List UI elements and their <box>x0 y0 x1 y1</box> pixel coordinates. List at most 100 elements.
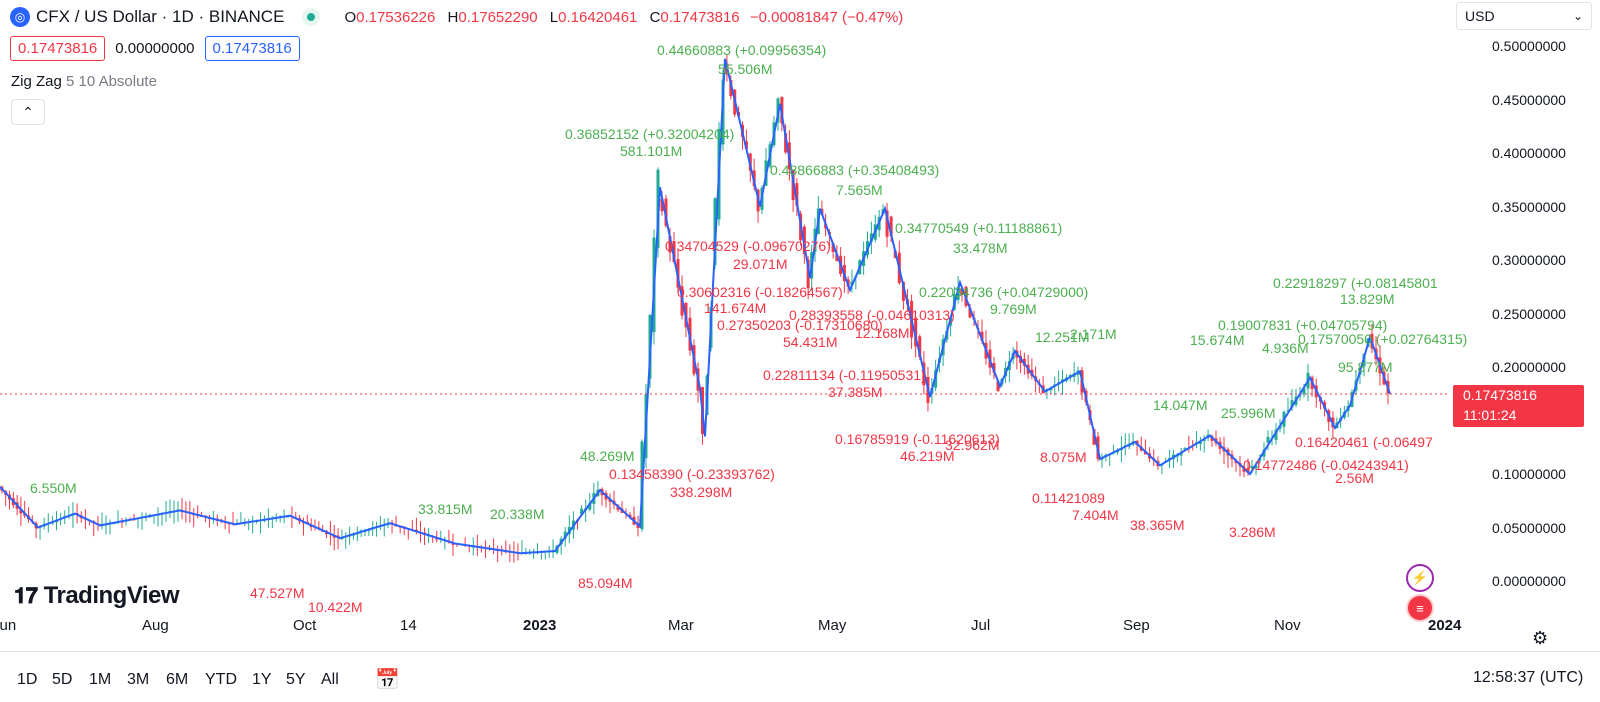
chevron-up-icon: ⌃ <box>22 103 34 120</box>
range-button-1d[interactable]: 1D <box>17 671 38 688</box>
zigzag-low-label: 7.404M <box>1072 507 1119 523</box>
zigzag-low-label: 29.071M <box>733 256 787 272</box>
zigzag-low-label: 85.094M <box>578 575 632 591</box>
candle-body <box>580 508 584 515</box>
zigzag-high-label: 0.22918297 (+0.08145801 <box>1273 275 1438 291</box>
zigzag-high-label: 6.550M <box>30 480 77 496</box>
candle-body <box>795 183 799 207</box>
candle-body <box>960 288 964 295</box>
price-axis-label: 0.40000000 <box>1492 145 1566 161</box>
price-chart[interactable]: 0.36852152 (+0.32004204)581.101M 0.446608… <box>0 0 1600 651</box>
zigzag-high-label: 0.34770549 (+0.11188861) <box>895 220 1062 236</box>
price-axis-label: 0.35000000 <box>1492 198 1566 215</box>
range-button-1m[interactable]: 1M <box>89 671 112 688</box>
market-status-icon[interactable] <box>302 8 321 26</box>
candle-body <box>914 317 918 347</box>
zigzag-high-label: 9.769M <box>990 301 1037 317</box>
zigzag-high-label: 2.171M <box>1070 326 1117 342</box>
price-boxes: 0.17473816 0.00000000 0.17473816 <box>10 36 300 61</box>
candle-body <box>806 259 810 289</box>
currency-select[interactable]: USD ⌄ <box>1456 2 1592 30</box>
zigzag-low-label: 46.219M <box>900 448 954 464</box>
zigzag-high-label: 581.101M <box>620 143 682 159</box>
zigzag-high-label: 4.936M <box>1262 340 1309 356</box>
zigzag-high-label: 55.506M <box>718 61 772 77</box>
zigzag-high-label: 0.36852152 (+0.32004204) <box>565 126 734 142</box>
zigzag-low-label: 0.14772486 (-0.04243941) <box>1243 457 1409 473</box>
time-axis-label: Jun <box>0 617 17 634</box>
candle-body <box>1274 429 1278 440</box>
zigzag-low-label: 0.11421089 <box>1032 490 1105 506</box>
price-axis-label: 0.00000000 <box>1492 573 1566 589</box>
chevron-down-icon: ⌄ <box>1572 9 1583 23</box>
change-value: −0.00081847 (−0.47%) <box>749 8 904 26</box>
price-axis-label: 0.25000000 <box>1492 305 1566 322</box>
candle-body <box>672 241 676 262</box>
zigzag-high-label: 20.338M <box>490 506 544 522</box>
low-value: 0.16420461 <box>558 8 638 26</box>
collapse-legend-button[interactable]: ⌃ <box>11 99 45 125</box>
zigzag-low-label: 2.56M <box>1335 470 1374 486</box>
candle-body <box>901 281 905 301</box>
time-axis-label: Aug <box>142 617 169 634</box>
candle-body <box>831 243 835 253</box>
tradingview-logo[interactable]: 𝟏𝟕 TradingView <box>14 582 180 609</box>
range-button-1y[interactable]: 1Y <box>252 671 272 688</box>
indicator-params: 5 10 Absolute <box>66 73 157 90</box>
zigzag-low-label: 37.385M <box>828 384 882 400</box>
zigzag-annotations: 0.36852152 (+0.32004204)581.101M 0.446608… <box>30 42 1467 615</box>
us-flag-icon[interactable]: ≡ <box>1406 594 1434 622</box>
zigzag-low-label: 0.28393558 (-0.04610313) <box>789 307 955 323</box>
price-axis-label: 0.10000000 <box>1492 466 1566 482</box>
cfx-logo-icon: ◎ <box>10 7 30 27</box>
zigzag-high-label: 0.22034736 (+0.04729000) <box>919 284 1088 300</box>
candle-body <box>588 503 592 510</box>
candle-body <box>729 79 733 97</box>
zigzag-high-label: 33.815M <box>418 501 472 517</box>
candle-body <box>996 381 1000 392</box>
candle-body <box>1242 467 1246 472</box>
zigzag-low-label: 338.298M <box>670 484 732 500</box>
lightning-icon[interactable]: ⚡ <box>1406 564 1434 592</box>
zigzag-low-label: 54.431M <box>783 334 837 350</box>
gear-icon[interactable]: ⚙ <box>1532 628 1549 648</box>
zigzag-low-label: 12.168M <box>855 325 909 341</box>
date-range-icon[interactable]: 📅 <box>375 669 400 691</box>
candle-body <box>563 531 567 539</box>
utc-clock[interactable]: 12:58:37 (UTC) <box>1473 669 1584 686</box>
spread-value: 0.00000000 <box>115 40 195 57</box>
candle-body <box>1183 448 1187 451</box>
candle-body <box>869 233 873 242</box>
candle-body <box>1254 465 1258 469</box>
indicator-legend[interactable]: Zig Zag 5 10 Absolute <box>11 73 157 90</box>
time-axis-label: 14 <box>400 617 417 634</box>
range-button-5d[interactable]: 5D <box>52 671 73 688</box>
chart-header: ◎ CFX / US Dollar · 1D · BINANCE O0.1753… <box>0 0 1450 34</box>
candle-body <box>332 535 336 538</box>
time-axis-label: Mar <box>668 617 694 634</box>
sell-price-button[interactable]: 0.17473816 <box>10 36 106 61</box>
zigzag-low-label: 8.075M <box>1040 449 1087 465</box>
candle-body <box>1298 395 1302 397</box>
symbol-title[interactable]: CFX / US Dollar · 1D · BINANCE <box>36 7 285 26</box>
candle-body <box>1266 436 1270 443</box>
candle-body <box>885 210 889 237</box>
range-button-6m[interactable]: 6M <box>166 671 189 688</box>
candle-body <box>664 198 668 226</box>
range-button-all[interactable]: All <box>321 671 339 688</box>
ohlc-readout: O0.17536226 H0.17652290 L0.16420461 C0.1… <box>344 8 904 26</box>
range-button-5y[interactable]: 5Y <box>286 671 306 688</box>
zigzag-low-label: 3.286M <box>1229 524 1276 540</box>
indicator-name: Zig Zag <box>11 73 62 90</box>
zigzag-low-label: 0.34704529 (-0.09670276) <box>665 238 831 254</box>
zigzag-low-label: 0.22811134 (-0.11950531) <box>763 367 926 383</box>
zigzag-low-label: 0.16420461 (-0.06497 <box>1295 434 1433 450</box>
range-button-ytd[interactable]: YTD <box>205 671 237 688</box>
candle-body <box>19 508 23 514</box>
zigzag-high-label: 48.269M <box>580 448 634 464</box>
range-button-3m[interactable]: 3M <box>127 671 150 688</box>
price-axis-label: 0.50000000 <box>1492 38 1566 54</box>
zigzag-high-label: 25.996M <box>1221 405 1275 421</box>
buy-price-button[interactable]: 0.17473816 <box>204 36 300 61</box>
time-axis-label: 2023 <box>523 617 557 634</box>
